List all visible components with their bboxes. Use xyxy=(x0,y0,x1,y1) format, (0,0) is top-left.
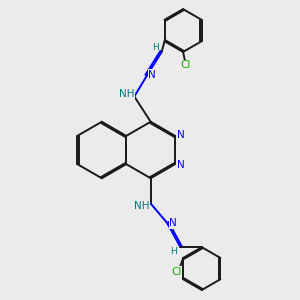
Text: N: N xyxy=(148,70,156,80)
Text: H: H xyxy=(170,247,177,256)
Text: N: N xyxy=(177,130,184,140)
Text: NH: NH xyxy=(119,89,135,99)
Text: NH: NH xyxy=(134,201,149,211)
Text: N: N xyxy=(177,160,184,170)
Text: Cl: Cl xyxy=(181,60,191,70)
Text: N: N xyxy=(169,218,177,228)
Text: Cl: Cl xyxy=(172,267,182,277)
Text: H: H xyxy=(152,43,158,52)
